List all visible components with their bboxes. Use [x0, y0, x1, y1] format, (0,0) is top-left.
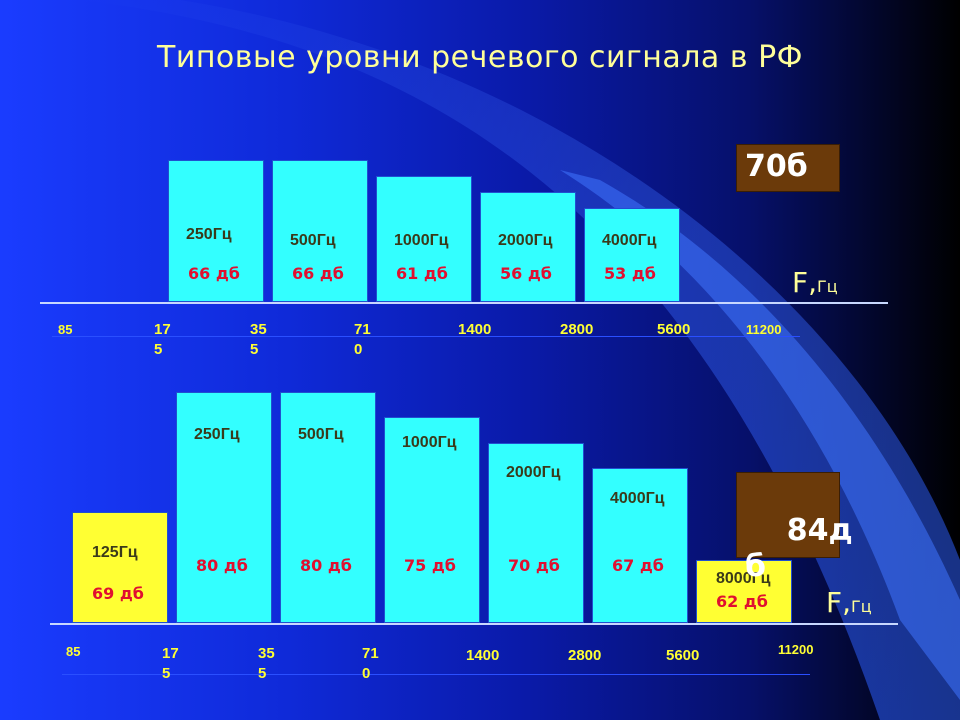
- bar-frequency-label: 500Гц: [290, 232, 336, 249]
- chart-top-level-label: 70б: [745, 149, 808, 184]
- bar-db-label: 66 дб: [188, 264, 240, 283]
- chart-bottom-tick-underline: [62, 674, 810, 675]
- bar-db-label: 62 дб: [716, 592, 768, 611]
- axis-tick-label: 1400: [458, 321, 492, 338]
- axis-tick-label: 35 5: [250, 321, 267, 358]
- bar-db-label: 66 дб: [292, 264, 344, 283]
- bar-frequency-label: 2000Гц: [506, 464, 561, 481]
- axis-tick-label: 2800: [560, 321, 594, 338]
- bar-frequency-label: 8000Гц: [716, 570, 771, 587]
- bar-frequency-label: 1000Гц: [402, 434, 457, 451]
- chart-bottom-level-label: 84д б: [745, 513, 853, 584]
- axis-tick-label: 17 5: [162, 645, 179, 682]
- bar-db-label: 56 дб: [500, 264, 552, 283]
- chart-bottom-bar: [72, 512, 168, 623]
- chart-top-bar: [480, 192, 576, 302]
- chart-top-bar: [272, 160, 368, 302]
- chart-top-bar: [376, 176, 472, 302]
- chart-bottom-bar: [488, 443, 584, 623]
- axis-tick-label: 1400: [466, 647, 500, 664]
- bar-frequency-label: 2000Гц: [498, 232, 553, 249]
- bar-frequency-label: 500Гц: [298, 426, 344, 443]
- bar-db-label: 67 дб: [612, 556, 664, 575]
- bar-db-label: 70 дб: [508, 556, 560, 575]
- bar-db-label: 75 дб: [404, 556, 456, 575]
- bar-frequency-label: 4000Гц: [602, 232, 657, 249]
- chart-bottom-bar: [280, 392, 376, 623]
- chart-top-tick-underline: [52, 336, 800, 337]
- chart-top-bar: [584, 208, 680, 302]
- axis-tick-label: 71 0: [354, 321, 371, 358]
- axis-tick-label: 2800: [568, 647, 602, 664]
- chart-bottom-axis-line: [50, 623, 898, 625]
- axis-tick-label: 5600: [657, 321, 691, 338]
- chart-bottom-level-box: 84д б: [736, 472, 853, 584]
- axis-tick-label: 71 0: [362, 645, 379, 682]
- axis-tick-label: 5600: [666, 647, 700, 664]
- bar-frequency-label: 250Гц: [186, 226, 232, 243]
- bar-db-label: 80 дб: [300, 556, 352, 575]
- chart-bottom-bar: [384, 417, 480, 623]
- chart-bottom-axis-unit: F,Гц: [826, 586, 872, 619]
- bar-db-label: 80 дб: [196, 556, 248, 575]
- bar-frequency-label: 250Гц: [194, 426, 240, 443]
- chart-bottom-bar: [696, 560, 792, 623]
- chart-top-axis-line: [40, 302, 888, 304]
- bar-db-label: 69 дб: [92, 584, 144, 603]
- chart-top-axis-unit: F,Гц: [792, 266, 838, 299]
- axis-tick-label: 35 5: [258, 645, 275, 682]
- bar-frequency-label: 125Гц: [92, 544, 138, 561]
- bar-frequency-label: 4000Гц: [610, 490, 665, 507]
- chart-top-level-box: 70б: [736, 144, 840, 192]
- chart-bottom-bar: [592, 468, 688, 623]
- axis-tick-label: 85: [58, 322, 73, 337]
- bar-db-label: 53 дб: [604, 264, 656, 283]
- axis-tick-label: 11200: [746, 322, 782, 337]
- axis-tick-label: 85: [66, 644, 81, 659]
- axis-tick-label: 17 5: [154, 321, 171, 358]
- page-title: Типовые уровни речевого сигнала в РФ: [157, 40, 803, 75]
- bar-db-label: 61 дб: [396, 264, 448, 283]
- axis-tick-label: 11200: [778, 642, 814, 657]
- chart-bottom-bar: [176, 392, 272, 623]
- bar-frequency-label: 1000Гц: [394, 232, 449, 249]
- chart-top-bar: [168, 160, 264, 302]
